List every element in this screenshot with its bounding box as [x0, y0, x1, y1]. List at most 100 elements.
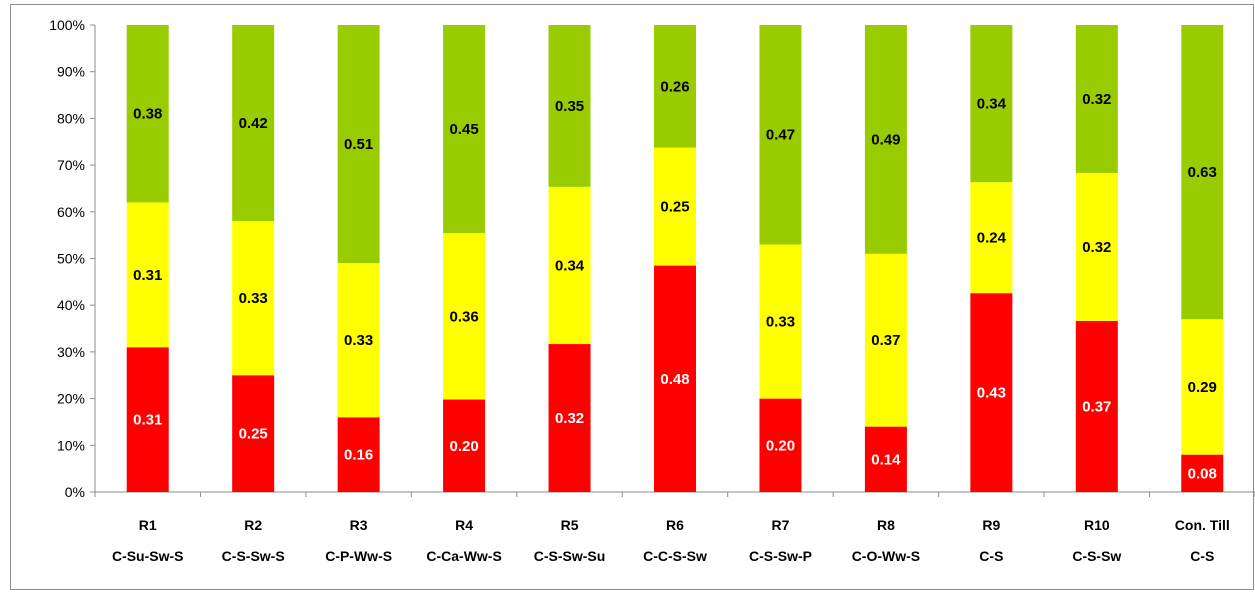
data-label: 0.16	[344, 447, 373, 464]
x-category-label: R8	[877, 517, 895, 533]
bar-segment	[654, 265, 696, 492]
y-tick-label: 10%	[57, 437, 85, 453]
data-label: 0.32	[1082, 91, 1111, 108]
data-label: 0.48	[660, 371, 689, 388]
x-category-label: C-O-Ww-S	[852, 548, 920, 564]
bar-segment	[443, 233, 486, 400]
x-category-label: R2	[244, 517, 262, 533]
bar-segment	[1075, 320, 1118, 492]
bar-segment	[232, 375, 275, 492]
x-category-label: R6	[666, 517, 684, 533]
bar-segment	[126, 202, 169, 348]
x-category-label: C-S-Sw-P	[749, 548, 812, 564]
bar-segment	[759, 25, 802, 245]
bar-segment	[548, 344, 591, 492]
x-category-label: R4	[455, 517, 473, 533]
x-category-label: R10	[1084, 517, 1110, 533]
data-label: 0.20	[766, 437, 795, 454]
data-label: 0.31	[133, 412, 162, 429]
bar-segment	[864, 253, 907, 427]
x-category-label: R1	[139, 517, 157, 533]
bar-segment	[443, 25, 486, 234]
bar-segment	[759, 244, 802, 399]
bar-segment	[1075, 25, 1118, 173]
y-tick-label: 20%	[57, 391, 85, 407]
data-label: 0.25	[239, 426, 268, 443]
bar-segment	[126, 25, 169, 203]
data-label: 0.08	[1188, 465, 1217, 482]
bar-segment	[232, 25, 275, 222]
y-tick-label: 40%	[57, 297, 85, 313]
bar-segment	[970, 25, 1013, 183]
x-category-label: C-C-S-Sw	[643, 548, 707, 564]
x-category-label: C-S-Sw-Su	[534, 548, 606, 564]
x-category-label: R5	[561, 517, 579, 533]
data-label: 0.37	[1082, 398, 1111, 415]
data-label: 0.14	[871, 451, 901, 468]
data-label: 0.49	[871, 131, 900, 148]
data-label: 0.32	[1082, 239, 1111, 256]
data-label: 0.29	[1188, 379, 1217, 396]
bar-segment	[548, 186, 591, 345]
y-tick-label: 50%	[57, 251, 85, 267]
y-tick-label: 90%	[57, 64, 85, 80]
bar-segment	[759, 398, 802, 492]
data-label: 0.25	[660, 199, 689, 216]
data-label: 0.33	[344, 332, 373, 349]
x-category-label: C-Su-Sw-S	[112, 548, 184, 564]
x-category-label: R7	[772, 517, 790, 533]
data-label: 0.38	[133, 106, 162, 123]
data-label: 0.45	[449, 121, 478, 138]
x-category-label: R3	[350, 517, 368, 533]
bar-segment	[443, 399, 486, 492]
data-label: 0.20	[449, 438, 478, 455]
bar-segment	[337, 25, 380, 264]
y-tick-label: 80%	[57, 110, 85, 126]
bar-segment	[232, 221, 275, 376]
data-label: 0.43	[977, 385, 1006, 402]
x-category-label: C-S	[979, 548, 1003, 564]
data-label: 0.32	[555, 410, 584, 427]
bar-segment	[1181, 25, 1224, 320]
data-label: 0.47	[766, 127, 795, 144]
data-label: 0.24	[977, 230, 1007, 247]
data-label: 0.26	[660, 78, 689, 95]
bar-segment	[337, 417, 380, 492]
x-category-label: C-S-Sw-S	[222, 548, 285, 564]
x-category-label: C-S-Sw	[1072, 548, 1121, 564]
bar-segment	[970, 293, 1013, 492]
bar-segment	[654, 25, 696, 148]
x-category-label: C-S	[1190, 548, 1214, 564]
data-label: 0.35	[555, 98, 584, 115]
bar-segment	[1181, 454, 1224, 492]
data-label: 0.34	[555, 257, 585, 274]
bar-segment	[126, 347, 169, 492]
x-category-label: R9	[982, 517, 1000, 533]
bar-segment	[337, 263, 380, 418]
data-label: 0.37	[871, 332, 900, 349]
data-label: 0.42	[239, 115, 268, 132]
y-tick-label: 60%	[57, 204, 85, 220]
x-category-label: C-P-Ww-S	[325, 548, 392, 564]
y-tick-label: 30%	[57, 344, 85, 360]
data-label: 0.33	[239, 290, 268, 307]
data-label: 0.63	[1188, 164, 1217, 181]
y-tick-label: 70%	[57, 157, 85, 173]
data-label: 0.51	[344, 136, 373, 153]
data-label: 0.31	[133, 267, 162, 284]
bar-segment	[548, 25, 591, 187]
x-category-label: Con. Till	[1175, 517, 1230, 533]
y-tick-label: 0%	[65, 484, 85, 500]
data-label: 0.34	[977, 96, 1007, 113]
bar-segment	[864, 426, 907, 492]
x-category-label: C-Ca-Ww-S	[426, 548, 501, 564]
bar-segment	[1075, 172, 1118, 321]
bar-segment	[970, 182, 1013, 294]
data-label: 0.36	[449, 308, 478, 325]
bar-segment	[654, 147, 696, 266]
data-label: 0.33	[766, 314, 795, 331]
bar-segment	[1181, 319, 1224, 455]
y-tick-label: 100%	[49, 17, 85, 33]
bar-segment	[864, 25, 907, 254]
